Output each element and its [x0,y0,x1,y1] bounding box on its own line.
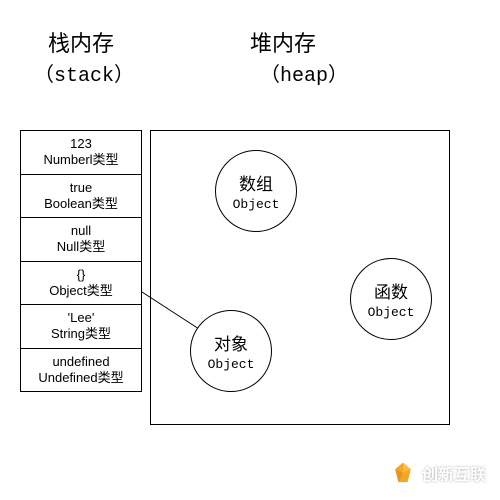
stack-cell: nullNull类型 [21,218,141,262]
stack-cell-value: 123 [70,136,92,152]
stack-cell-value: null [71,223,91,239]
heap-object-label-cn: 函数 [374,278,408,303]
stack-cell-value: undefined [52,354,109,370]
stack-cell-type: Null类型 [57,239,105,255]
heap-object-label-en: Object [208,357,255,372]
stack-cell: 123Numberl类型 [21,131,141,175]
stack-cell: 'Lee'String类型 [21,305,141,349]
stack-title-cn: 栈内存 [48,26,114,58]
heap-object-label-cn: 对象 [214,330,248,355]
stack-cell-type: Boolean类型 [44,196,118,212]
heap-title-en: （heap） [260,58,348,88]
stack-cell-value: {} [77,267,86,283]
heap-object: 对象 Object [190,310,272,392]
stack-cell: trueBoolean类型 [21,175,141,219]
watermark-text: 创新互联 [422,461,486,485]
stack-cell-type: Object类型 [49,283,113,299]
stack-cell-value: 'Lee' [68,310,95,326]
heap-object: 数组 Object [215,150,297,232]
heap-object-label-en: Object [368,305,415,320]
stack-cell: undefinedUndefined类型 [21,349,141,392]
watermark-logo-icon [390,460,416,486]
stack-cell: {}Object类型 [21,262,141,306]
watermark: 创新互联 [390,460,486,486]
heap-object: 函数 Object [350,258,432,340]
heap-object-label-en: Object [233,197,280,212]
stack-cell-type: Undefined类型 [38,370,123,386]
heap-title-cn: 堆内存 [250,26,316,58]
stack-cell-type: String类型 [51,326,111,342]
diagram-root: 栈内存 （stack） 堆内存 （heap） 123Numberl类型trueB… [0,0,500,500]
stack-cell-value: true [70,180,92,196]
stack-title-en: （stack） [34,58,134,88]
stack-memory-box: 123Numberl类型trueBoolean类型nullNull类型{}Obj… [20,130,142,392]
stack-cell-type: Numberl类型 [43,152,118,168]
heap-object-label-cn: 数组 [239,170,273,195]
